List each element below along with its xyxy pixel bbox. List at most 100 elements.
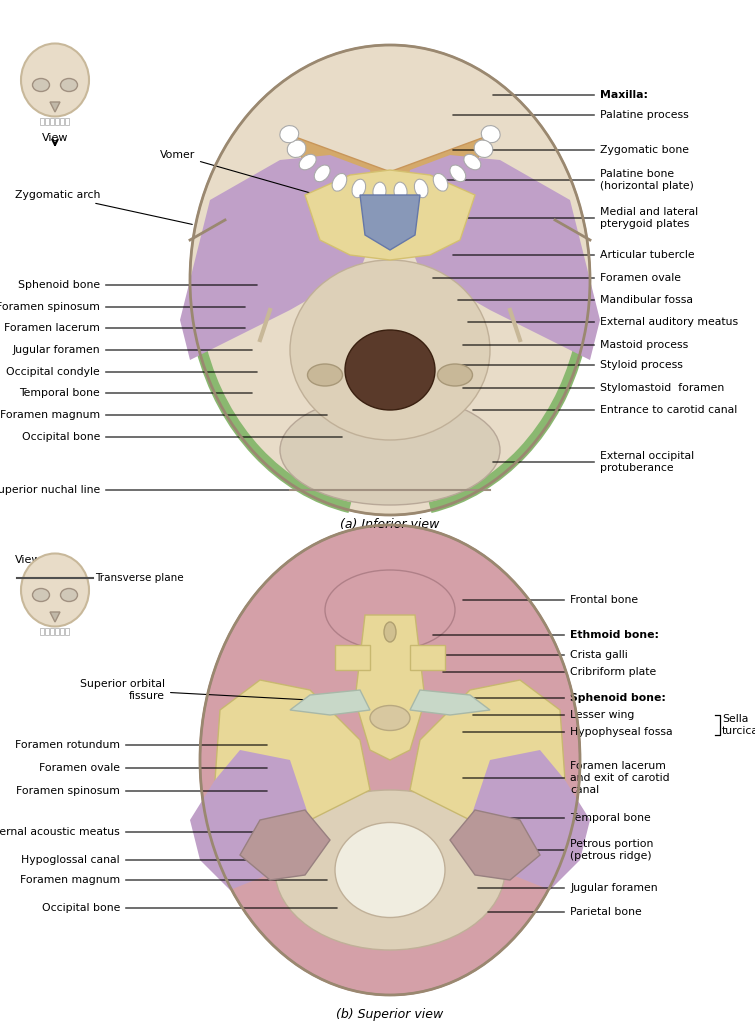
Polygon shape [410, 645, 445, 670]
Ellipse shape [464, 155, 481, 170]
Ellipse shape [345, 330, 435, 410]
Text: Medial and lateral
pterygoid plates: Medial and lateral pterygoid plates [413, 207, 698, 228]
Bar [45, 118, 49, 125]
Bar [60, 628, 64, 635]
Text: View: View [15, 555, 42, 565]
Polygon shape [400, 155, 600, 360]
Ellipse shape [335, 822, 445, 918]
Polygon shape [190, 750, 310, 890]
Text: Occipital bone: Occipital bone [42, 903, 337, 913]
Ellipse shape [21, 554, 89, 627]
Text: Sphenoid bone: Sphenoid bone [18, 280, 257, 290]
Text: Jugular foramen: Jugular foramen [478, 883, 658, 893]
Bar [55, 118, 59, 125]
Polygon shape [50, 102, 60, 112]
Ellipse shape [290, 260, 490, 440]
Text: Parietal bone: Parietal bone [488, 907, 642, 918]
Polygon shape [335, 645, 370, 670]
Ellipse shape [275, 790, 505, 950]
Ellipse shape [60, 589, 78, 601]
Text: Zygomatic bone: Zygomatic bone [453, 145, 689, 155]
Text: Foramen magnum: Foramen magnum [20, 874, 327, 885]
Ellipse shape [373, 182, 386, 201]
Polygon shape [470, 750, 590, 890]
Ellipse shape [433, 173, 448, 191]
Bar [40, 628, 44, 635]
Text: Sella
turcica: Sella turcica [722, 714, 755, 736]
Polygon shape [410, 690, 490, 715]
Ellipse shape [450, 165, 466, 181]
Polygon shape [360, 195, 420, 250]
Polygon shape [450, 810, 540, 880]
Text: Entrance to carotid canal: Entrance to carotid canal [473, 406, 737, 415]
Text: Maxilla:: Maxilla: [493, 90, 648, 100]
Polygon shape [290, 690, 370, 715]
Text: Articular tubercle: Articular tubercle [453, 250, 695, 260]
Text: Vomer: Vomer [160, 150, 368, 209]
Text: Crista galli: Crista galli [402, 650, 627, 660]
Ellipse shape [384, 622, 396, 642]
Text: Mastoid process: Mastoid process [463, 340, 689, 350]
Text: Stylomastoid  foramen: Stylomastoid foramen [463, 383, 724, 393]
Text: Foramen ovale: Foramen ovale [39, 763, 267, 773]
Polygon shape [215, 680, 370, 820]
Text: Styloid process: Styloid process [458, 360, 683, 370]
Text: Zygomatic arch: Zygomatic arch [14, 190, 193, 224]
Text: Occipital bone: Occipital bone [22, 432, 342, 442]
Text: Occipital condyle: Occipital condyle [6, 367, 257, 377]
Polygon shape [180, 155, 380, 360]
Text: Foramen lacerum: Foramen lacerum [4, 323, 245, 333]
Ellipse shape [299, 155, 316, 170]
Text: (a) Inferior view: (a) Inferior view [341, 518, 439, 531]
Text: External auditory meatus: External auditory meatus [468, 317, 738, 327]
Polygon shape [240, 810, 330, 880]
Text: Cribriform plate: Cribriform plate [442, 667, 656, 677]
Bar [50, 118, 54, 125]
Text: Superior orbital
fissure: Superior orbital fissure [80, 679, 307, 700]
Ellipse shape [332, 173, 347, 191]
Text: Foramen magnum: Foramen magnum [0, 410, 327, 420]
Text: External occipital
protuberance: External occipital protuberance [493, 452, 694, 473]
Text: Palatine bone
(horizontal plate): Palatine bone (horizontal plate) [433, 169, 694, 190]
Text: Foramen rotundum: Foramen rotundum [15, 740, 267, 750]
Polygon shape [410, 680, 565, 820]
Text: Ethmoid bone:: Ethmoid bone: [433, 630, 659, 640]
Text: Internal acoustic meatus: Internal acoustic meatus [0, 827, 267, 837]
Text: Foramen lacerum
and exit of carotid
canal: Foramen lacerum and exit of carotid cana… [463, 762, 670, 795]
Bar [50, 628, 54, 635]
Text: Mandibular fossa: Mandibular fossa [458, 295, 693, 305]
Bar [65, 118, 69, 125]
Polygon shape [305, 170, 475, 260]
Text: Jugular foramen: Jugular foramen [12, 345, 252, 355]
Text: Temporal bone: Temporal bone [19, 388, 252, 398]
Ellipse shape [280, 395, 500, 505]
Text: Palatine process: Palatine process [453, 110, 689, 120]
Ellipse shape [200, 525, 580, 995]
Text: Lesser wing: Lesser wing [473, 710, 634, 720]
Ellipse shape [314, 165, 330, 181]
Ellipse shape [481, 126, 500, 142]
Ellipse shape [21, 43, 89, 117]
Bar [45, 628, 49, 635]
Ellipse shape [370, 706, 410, 730]
Ellipse shape [474, 140, 493, 158]
Text: Transverse plane: Transverse plane [95, 573, 183, 583]
Text: Petrous portion
(petrous ridge): Petrous portion (petrous ridge) [482, 840, 653, 861]
Ellipse shape [307, 364, 343, 386]
Bar [55, 628, 59, 635]
Bar [65, 628, 69, 635]
Ellipse shape [325, 570, 455, 650]
Text: Hypoglossal canal: Hypoglossal canal [21, 855, 267, 865]
Bar [60, 118, 64, 125]
Ellipse shape [32, 79, 50, 91]
Ellipse shape [394, 182, 407, 201]
Ellipse shape [414, 179, 428, 198]
Text: (b) Superior view: (b) Superior view [337, 1008, 444, 1021]
Text: Hypophyseal fossa: Hypophyseal fossa [463, 727, 673, 737]
Text: Sphenoid bone:: Sphenoid bone: [433, 693, 666, 703]
Ellipse shape [280, 126, 299, 142]
Ellipse shape [352, 179, 365, 198]
Polygon shape [272, 134, 508, 230]
Text: Foramen spinosum: Foramen spinosum [16, 786, 267, 796]
Ellipse shape [437, 364, 473, 386]
